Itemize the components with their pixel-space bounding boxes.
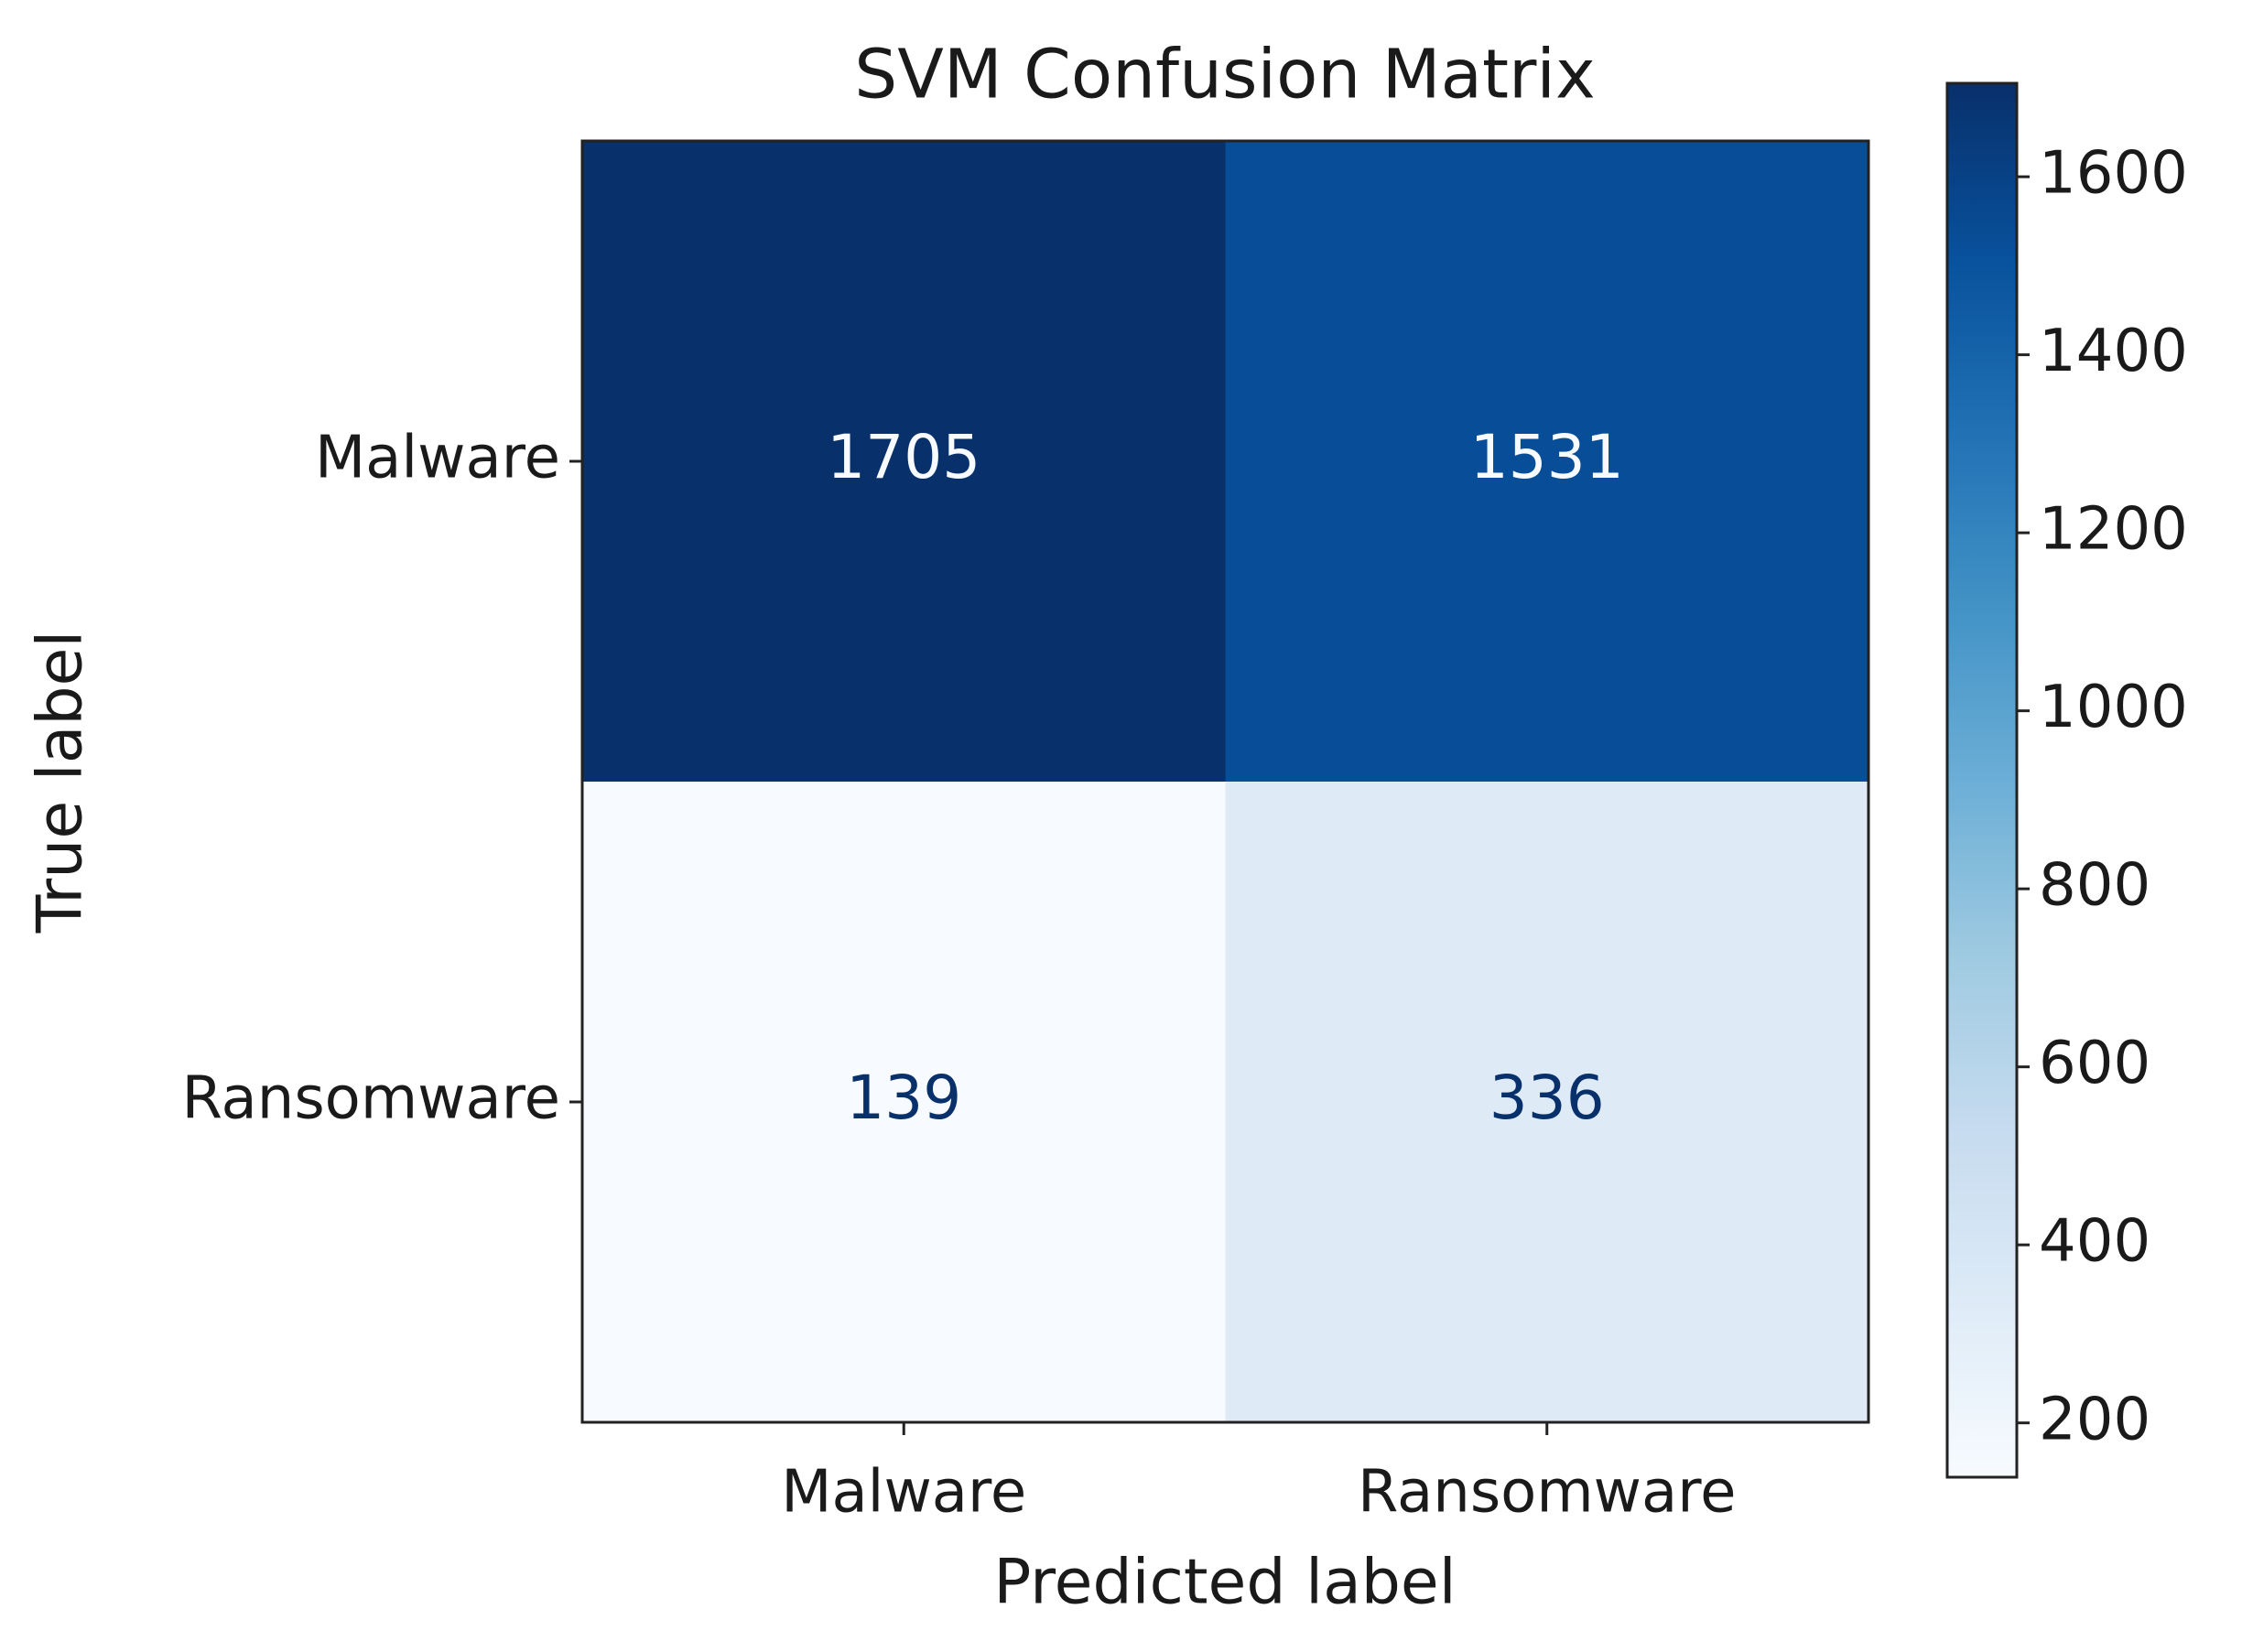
y-axis-label: True label — [25, 631, 97, 934]
heatmap-cell — [1225, 141, 1869, 783]
x-tick-label: Ransomware — [1358, 1459, 1737, 1527]
cell-value-label: 1531 — [1470, 422, 1624, 492]
x-tick-label: Malware — [781, 1459, 1026, 1527]
colorbar-tick-label: 600 — [2039, 1030, 2150, 1097]
colorbar-tick-label: 1400 — [2039, 318, 2188, 385]
colorbar-tick-label: 400 — [2039, 1208, 2150, 1276]
colorbar-tick-label: 200 — [2039, 1386, 2150, 1453]
chart-title: SVM Confusion Matrix — [854, 36, 1596, 114]
plot-frame — [580, 139, 1870, 1424]
heatmap-cell — [582, 782, 1226, 1423]
y-tick-label: Ransomware — [181, 1065, 560, 1133]
colorbar-tick-label: 1000 — [2039, 674, 2188, 741]
cell-value-label: 139 — [846, 1063, 961, 1133]
colorbar-tick-label: 1200 — [2039, 496, 2188, 564]
colorbar-tick-label: 1600 — [2039, 140, 2188, 208]
heatmap-cell — [582, 141, 1226, 783]
y-tick-label: Malware — [315, 425, 560, 492]
colorbar-tick-label: 800 — [2039, 852, 2150, 920]
cell-value-label: 1705 — [827, 422, 980, 492]
colorbar — [1945, 81, 2019, 1479]
cell-value-label: 336 — [1489, 1063, 1605, 1133]
x-axis-label: Predicted label — [993, 1547, 1456, 1619]
heatmap-cell — [1225, 782, 1869, 1423]
